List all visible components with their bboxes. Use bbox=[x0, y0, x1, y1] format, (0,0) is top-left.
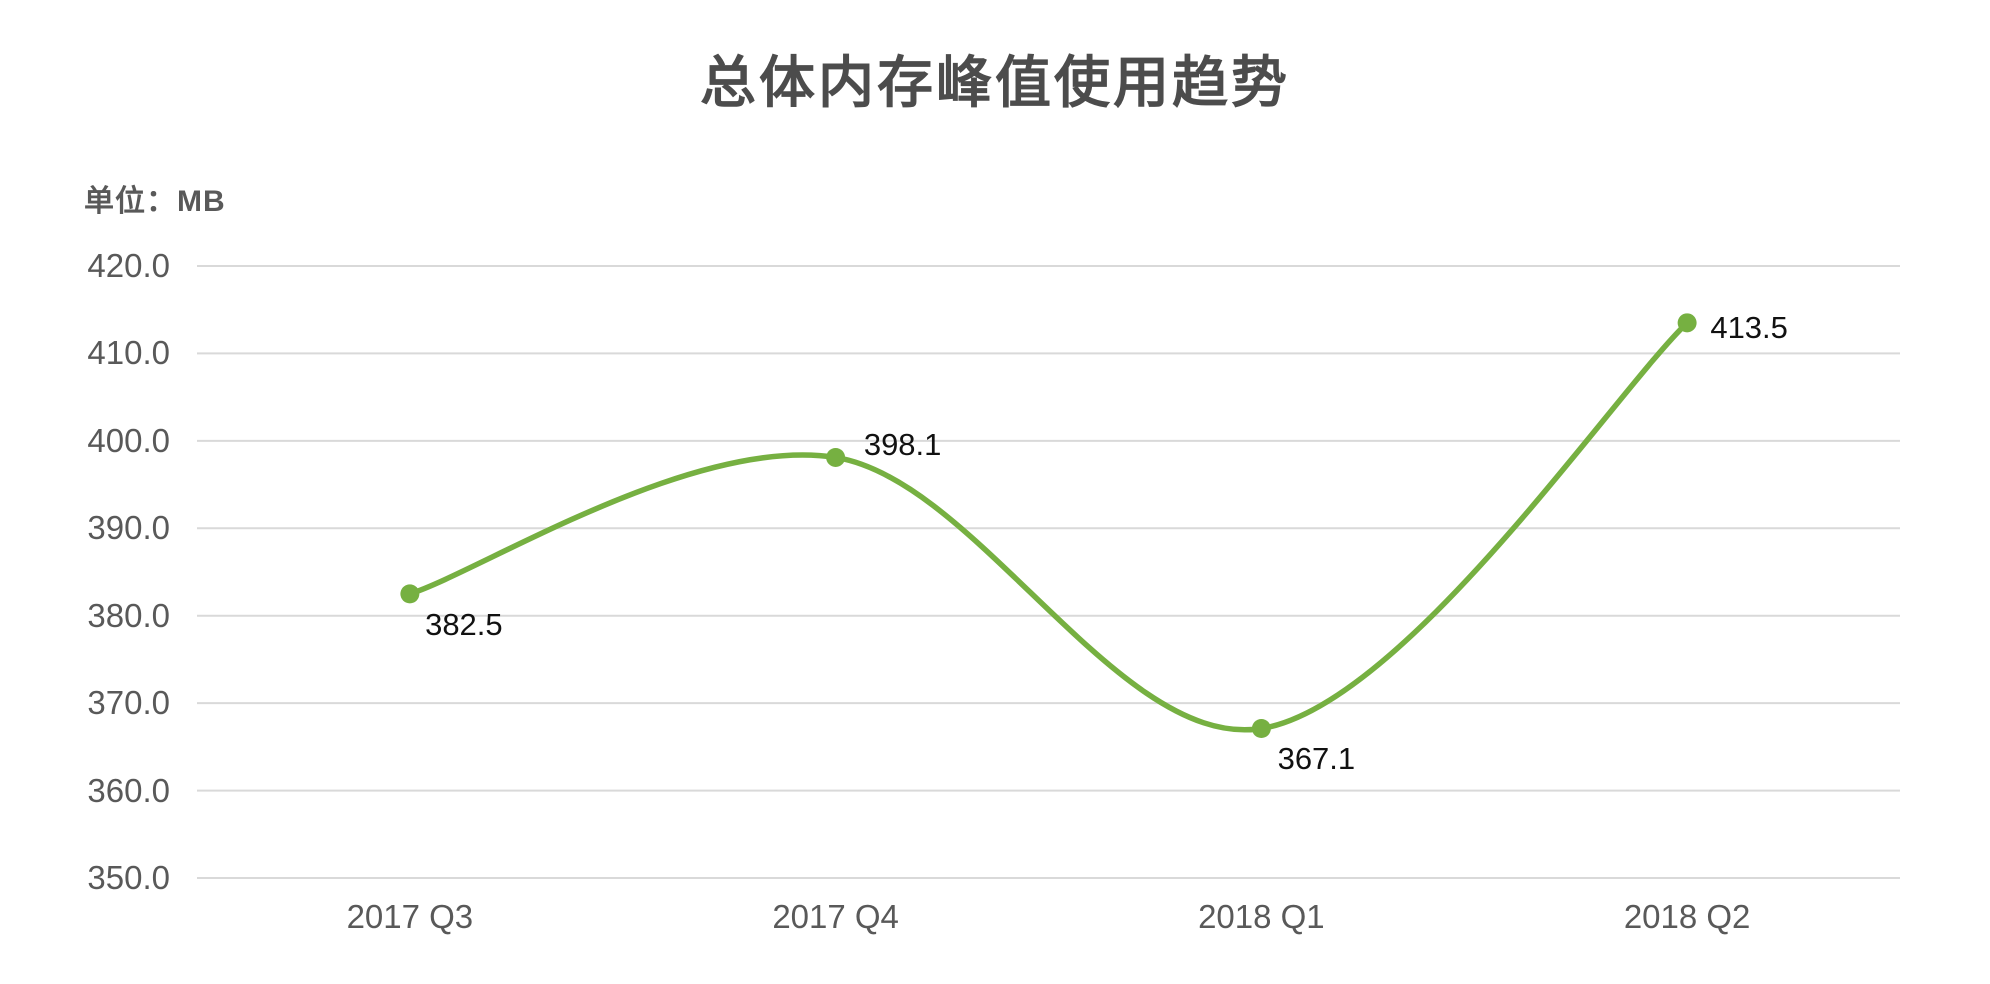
y-tick-label: 370.0 bbox=[87, 684, 170, 722]
x-category-label: 2018 Q2 bbox=[1623, 898, 1751, 935]
y-unit-label: 单位：MB bbox=[84, 185, 226, 218]
data-value-label: 413.5 bbox=[1710, 309, 1788, 345]
y-tick-label: 350.0 bbox=[87, 859, 170, 896]
data-point-marker bbox=[400, 584, 420, 604]
x-category-label: 2017 Q3 bbox=[346, 898, 474, 935]
data-value-label: 398.1 bbox=[863, 427, 942, 463]
y-tick-label: 390.0 bbox=[87, 509, 170, 547]
data-point-marker bbox=[826, 447, 846, 467]
trend-line bbox=[407, 320, 1690, 733]
y-tick-label: 410.0 bbox=[87, 334, 170, 372]
data-value-label: 367.1 bbox=[1277, 741, 1356, 777]
x-category-label: 2017 Q4 bbox=[772, 898, 899, 935]
y-tick-label: 420.0 bbox=[87, 247, 170, 284]
data-point-marker bbox=[1251, 718, 1271, 738]
data-value-label: 382.5 bbox=[425, 606, 503, 642]
y-tick-label: 360.0 bbox=[87, 771, 170, 809]
data-point-marker bbox=[1677, 313, 1697, 333]
chart-title: 总体内存峰值使用趋势 bbox=[700, 51, 1290, 114]
y-tick-label: 380.0 bbox=[87, 596, 170, 634]
x-category-label: 2018 Q1 bbox=[1198, 898, 1325, 935]
y-tick-label: 400.0 bbox=[87, 421, 170, 459]
